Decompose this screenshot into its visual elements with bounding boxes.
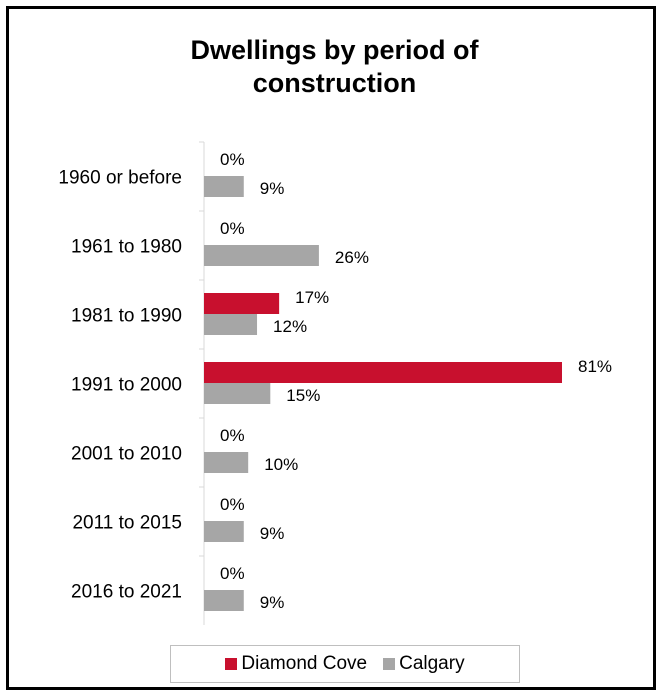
data-label-diamond-cove-1960-or-before: 0% (220, 150, 245, 169)
data-label-diamond-cove-1991-to-2000: 81% (578, 357, 612, 376)
bar-calgary-2016-to-2021 (204, 590, 244, 611)
data-label-calgary-2001-to-2010: 10% (264, 455, 298, 474)
data-label-calgary-2011-to-2015: 9% (260, 524, 285, 543)
category-label-2016-to-2021: 2016 to 2021 (71, 582, 182, 603)
bar-calgary-1981-to-1990 (204, 314, 258, 335)
data-label-diamond-cove-1961-to-1980: 0% (220, 219, 245, 238)
data-label-diamond-cove-1981-to-1990: 17% (295, 288, 329, 307)
legend-swatch-calgary (383, 658, 396, 670)
legend-item-calgary: Calgary (383, 653, 465, 675)
chart-title: Dwellings by period of construction (0, 34, 669, 100)
bar-calgary-1960-or-before (204, 176, 244, 197)
data-label-diamond-cove-2016-to-2021: 0% (220, 564, 245, 583)
category-label-2001-to-2010: 2001 to 2010 (71, 444, 182, 465)
data-label-calgary-2016-to-2021: 9% (260, 593, 285, 612)
legend-label-diamond-cove: Diamond Cove (241, 653, 368, 674)
data-label-diamond-cove-2011-to-2015: 0% (220, 495, 245, 514)
bar-calgary-1991-to-2000 (204, 383, 271, 404)
bar-calgary-2011-to-2015 (204, 521, 244, 542)
category-label-1960-or-before: 1960 or before (58, 168, 182, 189)
chart-frame (6, 6, 656, 690)
data-label-diamond-cove-2001-to-2010: 0% (220, 426, 245, 445)
chart-legend: Diamond Cove Calgary (170, 645, 520, 683)
category-label-1961-to-1980: 1961 to 1980 (71, 237, 182, 258)
category-label-2011-to-2015: 2011 to 2015 (72, 513, 182, 534)
category-label-1991-to-2000: 1991 to 2000 (71, 375, 182, 396)
bar-diamond-cove-1991-to-2000 (204, 362, 562, 383)
chart-title-line-2: construction (252, 68, 417, 98)
data-label-calgary-1960-or-before: 9% (260, 179, 285, 198)
legend-label-calgary: Calgary (399, 653, 465, 674)
data-label-calgary-1961-to-1980: 26% (335, 248, 369, 267)
data-label-calgary-1991-to-2000: 15% (286, 386, 320, 405)
data-label-calgary-1981-to-1990: 12% (273, 317, 307, 336)
bar-calgary-2001-to-2010 (204, 452, 249, 473)
category-label-1981-to-1990: 1981 to 1990 (71, 306, 182, 327)
legend-item-diamond-cove: Diamond Cove (225, 653, 367, 675)
bar-calgary-1961-to-1980 (204, 245, 319, 266)
legend-swatch-diamond-cove (225, 658, 238, 670)
bar-diamond-cove-1981-to-1990 (204, 293, 280, 314)
chart-title-line-1: Dwellings by period of (190, 35, 479, 65)
